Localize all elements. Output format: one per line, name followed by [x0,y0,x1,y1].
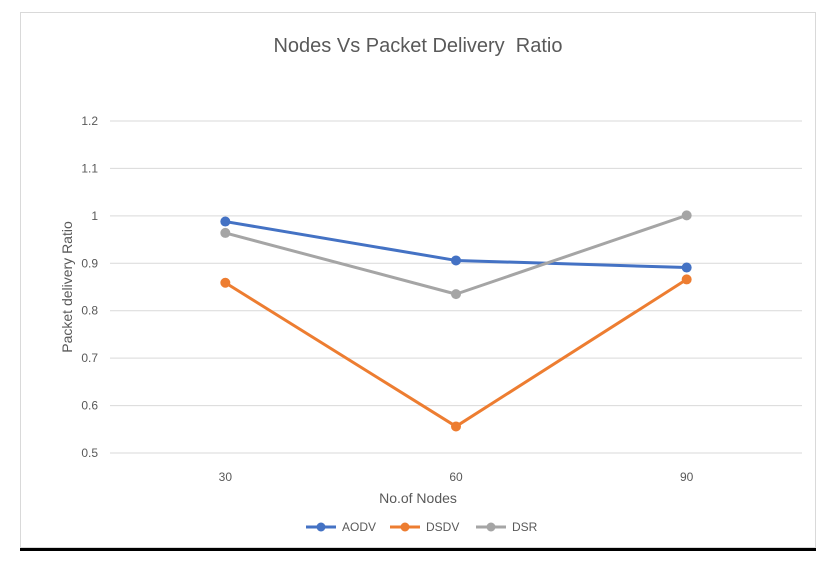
series-line-dsr [224,213,688,296]
y-tick-label: 0.9 [81,256,98,270]
x-axis-label: No.of Nodes [379,490,457,506]
y-tick-label: 1.1 [81,161,98,175]
data-point-dsdv [451,421,461,432]
y-axis-ticks: 0.5 0.6 0.7 0.8 0.9 1 1.1 1.2 [81,114,98,460]
legend-label-dsr: DSR [512,520,538,534]
legend-marker-dsr [486,522,496,532]
data-point-aodv [681,262,692,273]
gridlines [110,120,802,454]
legend-marker-dsdv [400,522,410,532]
y-tick-label: 1 [91,209,98,223]
data-point-dsr [451,289,461,300]
data-point-dsdv [220,277,231,288]
x-axis-ticks: 30 60 90 [219,470,694,484]
series-line-dsdv [224,278,688,428]
x-tick-label: 90 [680,470,694,484]
legend-label-dsdv: DSDV [426,520,459,534]
data-point-aodv [220,216,231,227]
legend: AODV DSDV DSR [306,520,538,534]
x-tick-label: 30 [219,470,233,484]
y-tick-label: 1.2 [81,114,98,128]
chart-title: Nodes Vs Packet Delivery Ratio [273,35,562,57]
y-tick-label: 0.7 [81,351,98,365]
y-tick-label: 0.6 [81,399,98,413]
y-axis-label: Packet delivery Ratio [59,221,75,353]
y-tick-label: 0.8 [81,304,98,318]
legend-marker-aodv [316,522,326,532]
data-point-dsr [220,227,231,238]
data-point-aodv [451,255,461,266]
legend-label-aodv: AODV [342,520,376,534]
data-point-dsdv [681,274,692,285]
x-tick-label: 60 [449,470,463,484]
y-tick-label: 0.5 [81,446,98,460]
bottom-rule [20,548,816,551]
series-lines [220,210,692,432]
data-point-dsr [681,210,692,221]
